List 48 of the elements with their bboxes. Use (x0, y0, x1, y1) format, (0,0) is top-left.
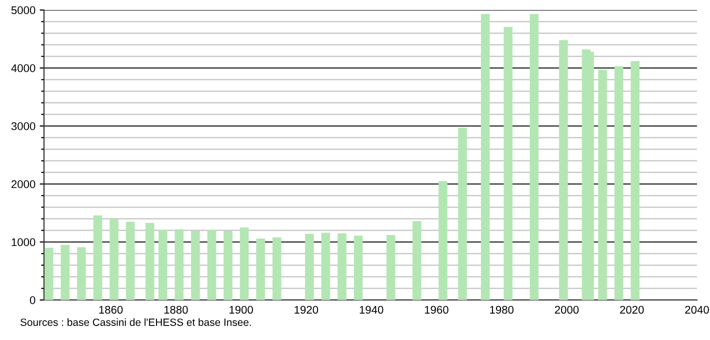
bar (504, 26, 512, 300)
x-tick-label: 1860 (99, 306, 123, 314)
bar (158, 230, 168, 300)
y-tick-label: 1000 (12, 238, 36, 246)
bar (480, 14, 490, 300)
x-tick-label: 2020 (620, 306, 644, 314)
source-note: Sources : base Cassini de l'EHESS et base Insee. (20, 318, 251, 326)
bar (224, 230, 232, 300)
bar (598, 70, 607, 300)
bar (438, 181, 448, 300)
x-tick-label: 2000 (554, 306, 579, 314)
x-tick-label: 1980 (490, 306, 514, 314)
y-tick-label: 3000 (11, 122, 36, 130)
bar (412, 221, 422, 300)
bar (354, 236, 363, 300)
y-tick-label: 0 (30, 296, 36, 304)
bar (272, 237, 282, 300)
bar (44, 248, 54, 300)
y-tick-label: 2000 (12, 180, 36, 188)
bar (240, 228, 249, 300)
bar (530, 14, 539, 300)
bar (305, 234, 314, 300)
bar (614, 66, 624, 300)
bar (126, 222, 135, 300)
bar (191, 230, 200, 300)
bar (256, 238, 265, 300)
bar (60, 244, 70, 300)
bar (110, 218, 118, 300)
bar (338, 233, 346, 300)
bar (207, 230, 216, 300)
x-tick-label: 1960 (424, 306, 448, 314)
bar (93, 215, 102, 300)
bar (145, 222, 154, 300)
y-tick-label: 5000 (11, 6, 36, 14)
x-tick-label: 1900 (230, 306, 253, 314)
x-tick-label: 1920 (294, 306, 318, 314)
bar (630, 61, 640, 300)
x-tick-label: 1880 (164, 306, 188, 314)
bar (174, 229, 184, 300)
bar (321, 232, 330, 300)
bar (386, 235, 396, 300)
x-tick-label: 1940 (360, 306, 384, 314)
bar (77, 247, 86, 300)
bar (582, 49, 591, 300)
x-tick-label: 2040 (685, 306, 709, 314)
bar (559, 40, 568, 300)
y-tick-label: 4000 (11, 64, 36, 72)
bar (458, 128, 467, 300)
